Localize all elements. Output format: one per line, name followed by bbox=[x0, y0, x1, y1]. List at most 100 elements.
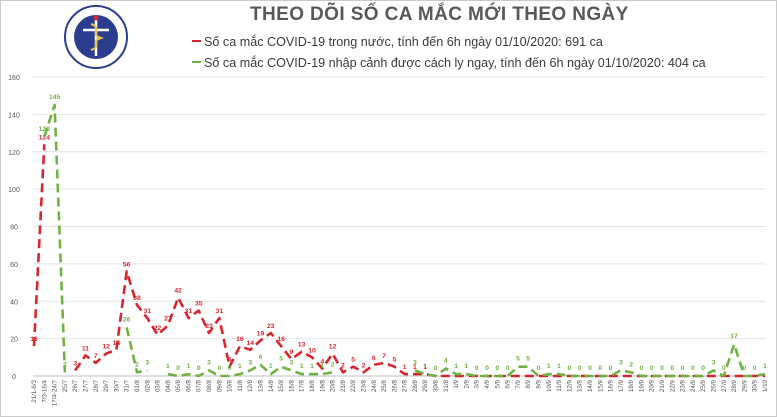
y-tick-label: 100 bbox=[8, 187, 20, 194]
data-label-imported: 0 bbox=[640, 365, 644, 372]
data-label-domestic: 6 bbox=[372, 355, 376, 362]
data-label-imported: 0 bbox=[670, 365, 674, 372]
x-tick-label: 9/9 bbox=[535, 379, 542, 388]
x-tick-label: 30/9 bbox=[752, 379, 759, 392]
x-tick-label: 23/8 bbox=[360, 379, 367, 392]
data-label-domestic: 23 bbox=[267, 323, 275, 330]
x-tick-label: 21/9 bbox=[659, 379, 666, 392]
data-label-domestic: 14 bbox=[113, 340, 121, 347]
x-tick-label: 18/8 bbox=[309, 379, 316, 392]
data-label-imported: 1 bbox=[310, 363, 314, 370]
data-label-imported: 1 bbox=[187, 363, 191, 370]
data-label-imported: 1 bbox=[423, 363, 427, 370]
series-line-domestic bbox=[32, 144, 765, 378]
data-label-imported: 0 bbox=[722, 365, 726, 372]
x-tick-label: 14/8 bbox=[268, 379, 275, 392]
x-tick-label: 05/8 bbox=[175, 379, 182, 392]
x-tick-label: 6/9 bbox=[505, 379, 512, 388]
x-tick-label: 29/7 bbox=[103, 379, 110, 392]
x-tick-label: 21/8 bbox=[340, 379, 347, 392]
x-tick-label: 30/8 bbox=[433, 379, 440, 392]
data-label-imported: 0 bbox=[753, 365, 757, 372]
x-tick-label: 12/9 bbox=[566, 379, 573, 392]
x-tick-label: 5/9 bbox=[494, 379, 501, 388]
x-tick-label: 27/9 bbox=[721, 379, 728, 392]
x-tick-label: 17/4-24/7 bbox=[52, 379, 59, 406]
data-label-imported: 1 bbox=[465, 363, 469, 370]
data-label-imported: 3 bbox=[248, 359, 252, 366]
x-tick-label: 10/8 bbox=[227, 379, 234, 392]
x-tick-label: 06/8 bbox=[185, 379, 192, 392]
x-tick-label: 26/7 bbox=[72, 379, 79, 392]
data-label-imported: 3 bbox=[207, 359, 211, 366]
ministry-of-health-logo bbox=[64, 5, 128, 69]
data-label-imported: 1 bbox=[557, 363, 561, 370]
legend-label-domestic: Số ca mắc COVID-19 trong nước, tính đến … bbox=[204, 35, 603, 49]
x-tick-label: 28/8 bbox=[412, 379, 419, 392]
data-label-imported: 1 bbox=[300, 363, 304, 370]
x-tick-label: 29/9 bbox=[741, 379, 748, 392]
data-label-domestic: 9 bbox=[290, 349, 294, 356]
data-label-imported: 5 bbox=[279, 356, 283, 363]
data-label-domestic: 1 bbox=[413, 364, 417, 371]
data-label-imported: 2 bbox=[135, 361, 139, 368]
x-tick-label: 20/8 bbox=[330, 379, 337, 392]
data-label-domestic: 14 bbox=[246, 340, 254, 347]
data-label-imported: 0 bbox=[537, 365, 541, 372]
chart-title: THEO DÕI SỐ CA MẮC MỚI THEO NGÀY bbox=[250, 4, 629, 25]
x-tick-label: 07/8 bbox=[196, 379, 203, 392]
x-tick-label: 22/9 bbox=[669, 379, 676, 392]
x-tick-label: 27/8 bbox=[402, 379, 409, 392]
x-tick-label: 25/7 bbox=[62, 379, 69, 392]
x-tick-label: 13/9 bbox=[577, 379, 584, 392]
data-label-imported: 0 bbox=[197, 365, 201, 372]
x-tick-label: 04/8 bbox=[165, 379, 172, 392]
x-tick-label: 03/8 bbox=[155, 379, 162, 392]
data-label-imported: 1 bbox=[238, 363, 242, 370]
y-tick-label: 120 bbox=[8, 150, 20, 157]
data-label-imported: 6 bbox=[259, 354, 263, 361]
x-tick-label: 26/8 bbox=[391, 379, 398, 392]
x-tick-label: 16/9 bbox=[608, 379, 615, 392]
x-tick-label: 1/10 bbox=[762, 379, 769, 392]
data-label-domestic: 35 bbox=[195, 301, 203, 308]
data-label-imported: 3 bbox=[619, 359, 623, 366]
data-label-imported: 3 bbox=[290, 359, 294, 366]
data-label-imported: 1 bbox=[547, 363, 551, 370]
x-tick-label: 15/8 bbox=[278, 379, 285, 392]
x-tick-label: 31/8 bbox=[443, 379, 450, 392]
data-label-domestic: 11 bbox=[82, 345, 89, 352]
data-label-imported: 3 bbox=[145, 359, 149, 366]
x-tick-label: 28/7 bbox=[93, 379, 100, 392]
x-tick-label: 16/8 bbox=[288, 379, 295, 392]
x-tick-label: 17/8 bbox=[299, 379, 306, 392]
y-tick-label: 0 bbox=[12, 374, 16, 381]
data-label-domestic: 5 bbox=[351, 357, 355, 364]
data-label-imported: 2 bbox=[63, 361, 67, 368]
x-tick-label: 18/9 bbox=[628, 379, 635, 392]
data-label-domestic: 3 bbox=[73, 360, 77, 367]
data-label-domestic: 5 bbox=[392, 357, 396, 364]
legend-label-imported: Số ca mắc COVID-19 nhập cảnh được cách l… bbox=[204, 56, 706, 70]
x-tick-label: 8/9 bbox=[525, 379, 532, 388]
x-tick-label: 09/8 bbox=[216, 379, 223, 392]
x-tick-label: 27/7 bbox=[83, 379, 90, 392]
data-label-imported: 1 bbox=[320, 363, 324, 370]
data-label-imported: 3 bbox=[413, 359, 417, 366]
x-tick-label: 14/9 bbox=[587, 379, 594, 392]
data-label-domestic: 31 bbox=[143, 308, 151, 315]
x-tick-label: 31/7 bbox=[124, 379, 131, 392]
x-tick-label: 23/9 bbox=[680, 379, 687, 392]
data-label-domestic: 2 bbox=[362, 362, 366, 369]
data-label-imported: 0 bbox=[742, 365, 746, 372]
data-label-imported: 17 bbox=[730, 333, 738, 340]
data-label-imported: 0 bbox=[609, 365, 613, 372]
x-tick-label: 08/8 bbox=[206, 379, 213, 392]
y-tick-label: 140 bbox=[8, 112, 20, 119]
data-label-imported: 0 bbox=[588, 365, 592, 372]
legend-swatch-imported bbox=[192, 60, 201, 63]
x-tick-label: 29/8 bbox=[422, 379, 429, 392]
data-label-imported: 3 bbox=[712, 359, 716, 366]
x-tick-label: 02/8 bbox=[144, 379, 151, 392]
